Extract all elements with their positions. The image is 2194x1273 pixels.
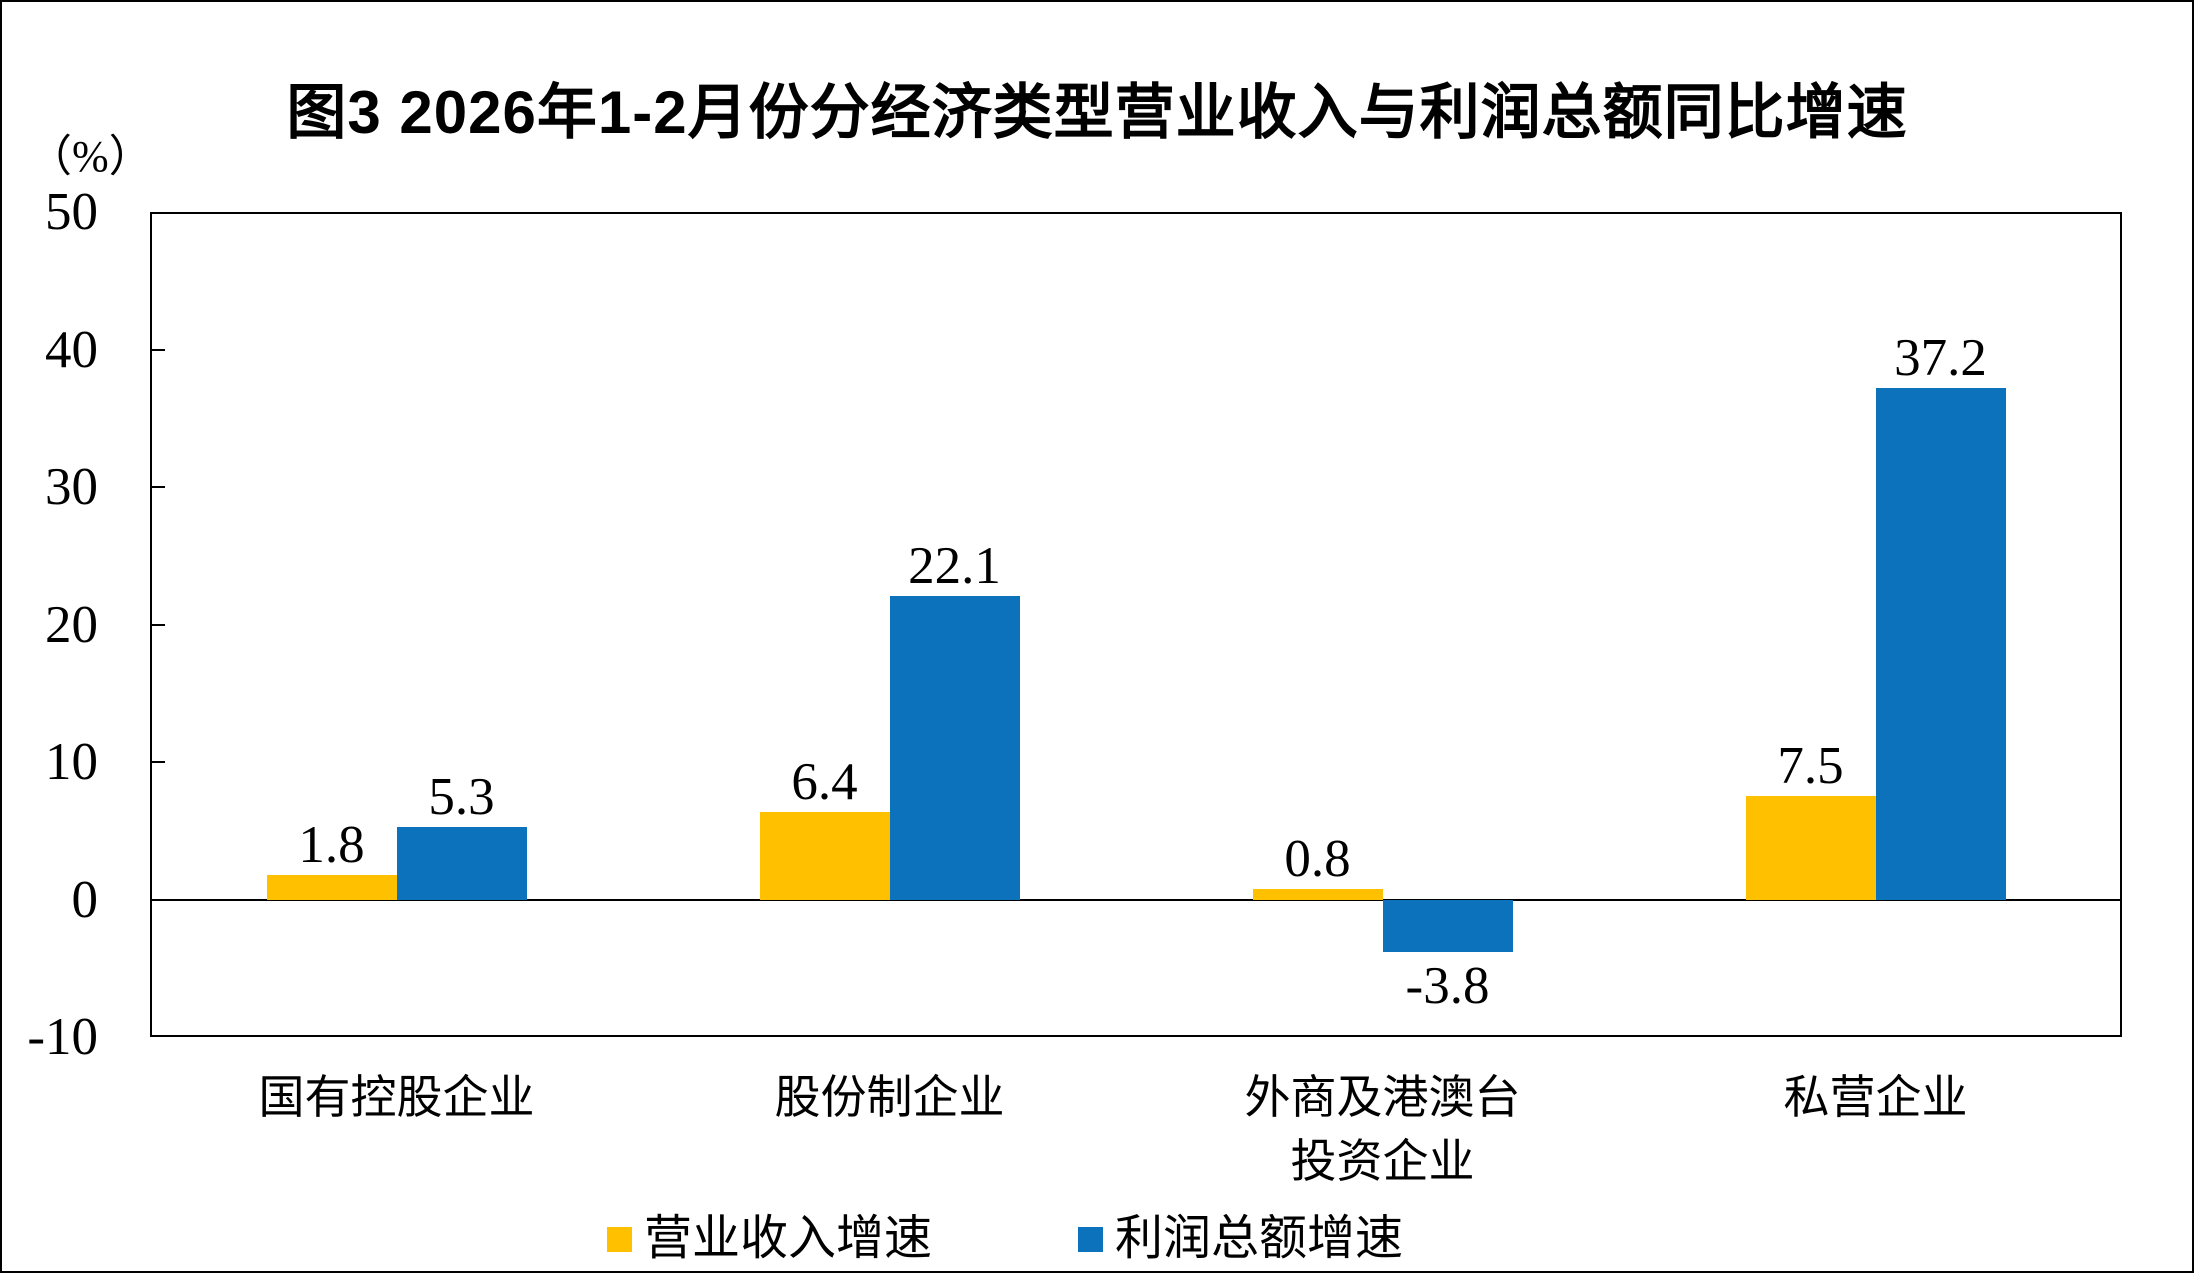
y-axis-tick-mark	[150, 348, 165, 351]
bar-revenue	[1252, 888, 1383, 900]
y-axis-tick-mark	[150, 761, 165, 763]
bar-value-label: 6.4	[791, 752, 858, 811]
y-axis-unit-label: （%）	[28, 132, 153, 181]
bar-profit	[1875, 388, 2006, 900]
x-axis-category-label: 私营企业	[1783, 1072, 1968, 1123]
y-axis-tick-mark	[150, 623, 165, 626]
legend-item: 利润总额增速	[1078, 1212, 1403, 1266]
x-axis-category-label: 国有控股企业	[258, 1072, 535, 1123]
legend-marker-icon	[1078, 1226, 1103, 1252]
y-axis-tick-label: 50	[45, 183, 98, 241]
y-axis-tick-label: 40	[45, 320, 98, 379]
y-axis-tick-label: 20	[45, 595, 98, 654]
x-axis-category-label: 股份制企业	[774, 1072, 1005, 1123]
y-axis-tick-label: 10	[45, 733, 98, 791]
bar-revenue	[266, 874, 397, 900]
bar-value-label: 0.8	[1284, 829, 1351, 888]
bar-profit	[1382, 899, 1513, 952]
bar-value-label: 7.5	[1777, 737, 1844, 796]
legend-label: 营业收入增速	[644, 1212, 933, 1265]
legend-label: 利润总额增速	[1115, 1212, 1404, 1265]
chart-title: 图3 2026年1-2月份分经济类型营业收入与利润总额同比增速	[286, 79, 1908, 146]
bar-value-label: 22.1	[908, 536, 1001, 595]
bar-value-label: -3.8	[1405, 956, 1490, 1015]
x-axis-category-label: 外商及港澳台 投资企业	[1244, 1072, 1521, 1187]
legend-item: 营业收入增速	[607, 1212, 932, 1266]
bar-profit	[396, 826, 527, 900]
bar-revenue	[1745, 796, 1876, 900]
legend-marker-icon	[607, 1226, 632, 1252]
y-axis-tick-mark	[150, 486, 165, 488]
bar-value-label: 1.8	[298, 815, 365, 874]
bar-revenue	[759, 811, 890, 900]
bar-value-label: 37.2	[1894, 329, 1987, 387]
bar-value-label: 5.3	[428, 767, 495, 826]
y-axis-tick-label: 0	[71, 870, 99, 929]
bar-profit	[889, 595, 1020, 900]
zero-baseline	[150, 898, 2122, 901]
y-axis-tick-label: 30	[45, 458, 98, 516]
y-axis-tick-label: -10	[27, 1008, 98, 1066]
